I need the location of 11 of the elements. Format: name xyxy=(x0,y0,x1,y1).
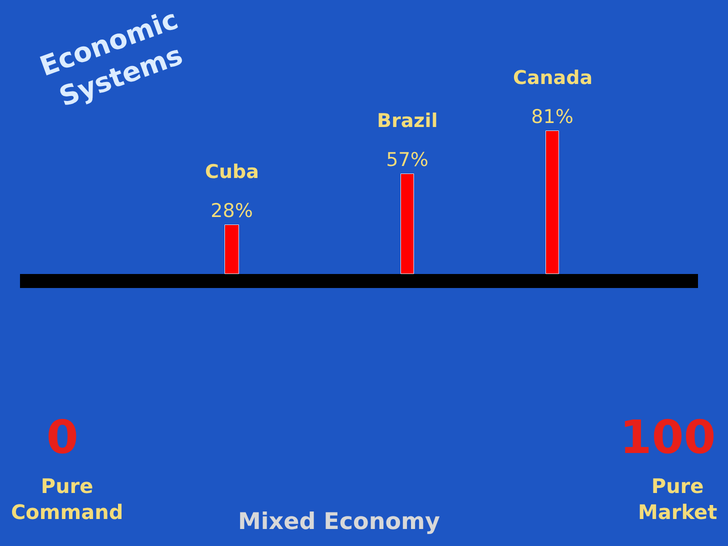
data-label: 28% xyxy=(210,200,253,222)
data-label: 81% xyxy=(531,106,574,128)
data-label: 57% xyxy=(386,148,428,171)
annotation: Brazil xyxy=(377,110,438,132)
text: Pure Market xyxy=(638,474,718,524)
annotation: Cuba xyxy=(205,161,259,183)
text: Pure Command xyxy=(11,474,124,524)
x-tick-label: 100 xyxy=(620,410,716,464)
text: Mixed Economy xyxy=(238,509,440,535)
x-tick-label: 0 xyxy=(46,410,78,464)
annotation: Canada xyxy=(513,67,593,89)
